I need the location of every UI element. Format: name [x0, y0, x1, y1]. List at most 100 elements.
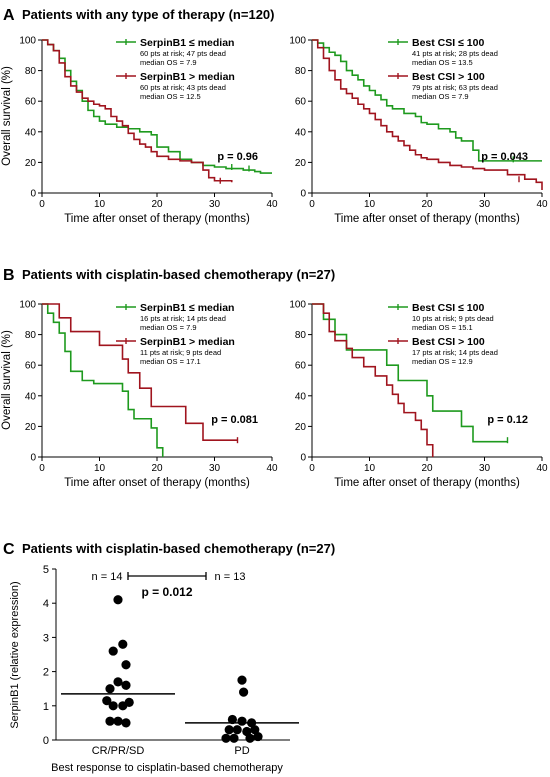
panel-letter-c: C — [3, 541, 15, 558]
x-tick-label: 20 — [421, 463, 433, 474]
x-tick-label: 40 — [266, 199, 278, 210]
x-axis-label: Time after onset of therapy (months) — [334, 477, 520, 489]
data-point — [121, 718, 131, 728]
legend-label: Best CSI > 100 — [412, 71, 485, 83]
data-point — [229, 733, 239, 743]
data-point — [224, 725, 234, 735]
y-tick-label: 60 — [25, 97, 37, 108]
x-tick-label: 40 — [266, 463, 278, 474]
km-plot-b-left: 0 20 40 60 80 100 0 10 20 30 40 Time after onset of… — [1, 300, 278, 490]
survival-curve-green — [312, 303, 508, 443]
data-point — [105, 716, 115, 726]
data-point — [250, 725, 260, 735]
y-tick-label: 0 — [30, 453, 36, 464]
y-tick-label: 40 — [25, 127, 37, 138]
data-point — [118, 701, 128, 711]
y-tick-label: 20 — [295, 158, 307, 169]
y-tick-label: 80 — [295, 66, 307, 77]
data-point — [237, 675, 247, 685]
panel-title-a: Patients with any type of therapy (n=120… — [22, 7, 274, 22]
legend-detail: median OS = 13.5 — [412, 58, 473, 67]
data-point — [239, 687, 249, 697]
y-tick-label: 0 — [300, 189, 306, 200]
y-tick-label: 1 — [43, 701, 49, 713]
x-axis-label: Time after onset of therapy (months) — [334, 213, 520, 225]
x-tick-label: 40 — [536, 463, 548, 474]
y-tick-label: 80 — [25, 330, 37, 341]
survival-curve-red — [42, 303, 238, 441]
x-tick-label: 20 — [151, 463, 163, 474]
y-tick-label: 40 — [295, 127, 307, 138]
legend-label: SerpinB1 > median — [140, 336, 235, 348]
x-axis-label: Best response to cisplatin-based chemoth… — [51, 762, 283, 774]
y-tick-label: 4 — [43, 598, 49, 610]
y-axis-label: Overall survival (%) — [1, 330, 13, 430]
legend-label: SerpinB1 ≤ median — [140, 302, 234, 314]
y-tick-label: 100 — [289, 300, 306, 311]
data-point — [242, 726, 252, 737]
legend-label: SerpinB1 > median — [140, 71, 235, 83]
y-tick-label: 5 — [43, 564, 49, 576]
legend-detail: 16 pts at risk; 14 pts dead — [140, 314, 226, 323]
legend-detail: 41 pts at risk; 28 pts dead — [412, 49, 498, 58]
legend-detail: 60 pts at risk; 47 pts dead — [140, 49, 226, 58]
dot-plot-c: 0 1 2 3 4 5 SerpinB1 (relative expression) CR/P… — [9, 564, 299, 774]
y-tick-label: 0 — [43, 735, 49, 747]
data-point — [108, 646, 118, 656]
x-tick-label: 30 — [209, 199, 221, 210]
legend-detail: median OS = 7.9 — [412, 92, 469, 101]
legend-detail: 11 pts at risk; 9 pts dead — [140, 348, 221, 357]
x-tick-label: 0 — [39, 463, 45, 474]
y-tick-label: 2 — [43, 667, 49, 679]
x-tick-label: 20 — [151, 199, 163, 210]
data-point — [245, 733, 255, 743]
x-tick-label: 10 — [364, 199, 376, 210]
x-tick-label: 30 — [479, 463, 491, 474]
y-tick-label: 100 — [289, 36, 306, 47]
survival-curve-green — [312, 39, 542, 162]
y-tick-label: 100 — [19, 300, 36, 311]
n-label: n = 14 — [92, 571, 123, 583]
y-tick-label: 40 — [25, 391, 37, 402]
survival-curve-red — [42, 39, 233, 183]
x-tick-label: 0 — [39, 199, 45, 210]
x-tick-label: 10 — [94, 463, 106, 474]
y-tick-label: 0 — [300, 453, 306, 464]
y-tick-label: 80 — [25, 66, 37, 77]
x-tick-label: 0 — [309, 463, 315, 474]
data-point — [247, 718, 257, 728]
legend-detail: 60 pts at risk; 43 pts dead — [140, 83, 226, 92]
y-tick-label: 80 — [295, 330, 307, 341]
y-tick-label: 60 — [295, 361, 307, 372]
km-plot-a-left: 0 20 40 60 80 100 0 10 20 30 40 Time after onset of… — [1, 36, 278, 226]
y-axis-label: SerpinB1 (relative expression) — [9, 581, 21, 728]
data-point — [118, 639, 128, 649]
data-point — [113, 595, 123, 605]
y-tick-label: 0 — [30, 189, 36, 200]
y-tick-label: 20 — [25, 422, 37, 433]
x-tick-label: 30 — [479, 199, 491, 210]
legend-detail: median OS = 17.1 — [140, 357, 201, 366]
survival-curve-red — [312, 39, 543, 190]
p-value: p = 0.043 — [481, 151, 528, 163]
p-value: p = 0.081 — [211, 414, 258, 426]
data-point — [105, 684, 115, 694]
n-label: n = 13 — [215, 571, 246, 583]
data-point — [221, 733, 231, 743]
data-point — [121, 680, 131, 690]
y-tick-label: 60 — [25, 361, 37, 372]
km-plot-b-right: 0 20 40 60 80 100 0 10 20 30 40 Time after onset of… — [289, 300, 548, 490]
x-category-label: PD — [234, 745, 249, 757]
y-tick-label: 20 — [25, 158, 37, 169]
y-tick-label: 40 — [295, 391, 307, 402]
x-tick-label: 40 — [536, 199, 548, 210]
panel-letter-b: B — [3, 267, 15, 284]
survival-curve-green — [42, 303, 164, 457]
p-value: p = 0.12 — [487, 414, 528, 426]
panel-title-c: Patients with cisplatin-based chemothera… — [22, 541, 335, 556]
data-point — [253, 731, 263, 742]
panel-letter-a: A — [3, 7, 15, 24]
data-point — [232, 725, 242, 735]
y-tick-label: 3 — [43, 632, 49, 644]
